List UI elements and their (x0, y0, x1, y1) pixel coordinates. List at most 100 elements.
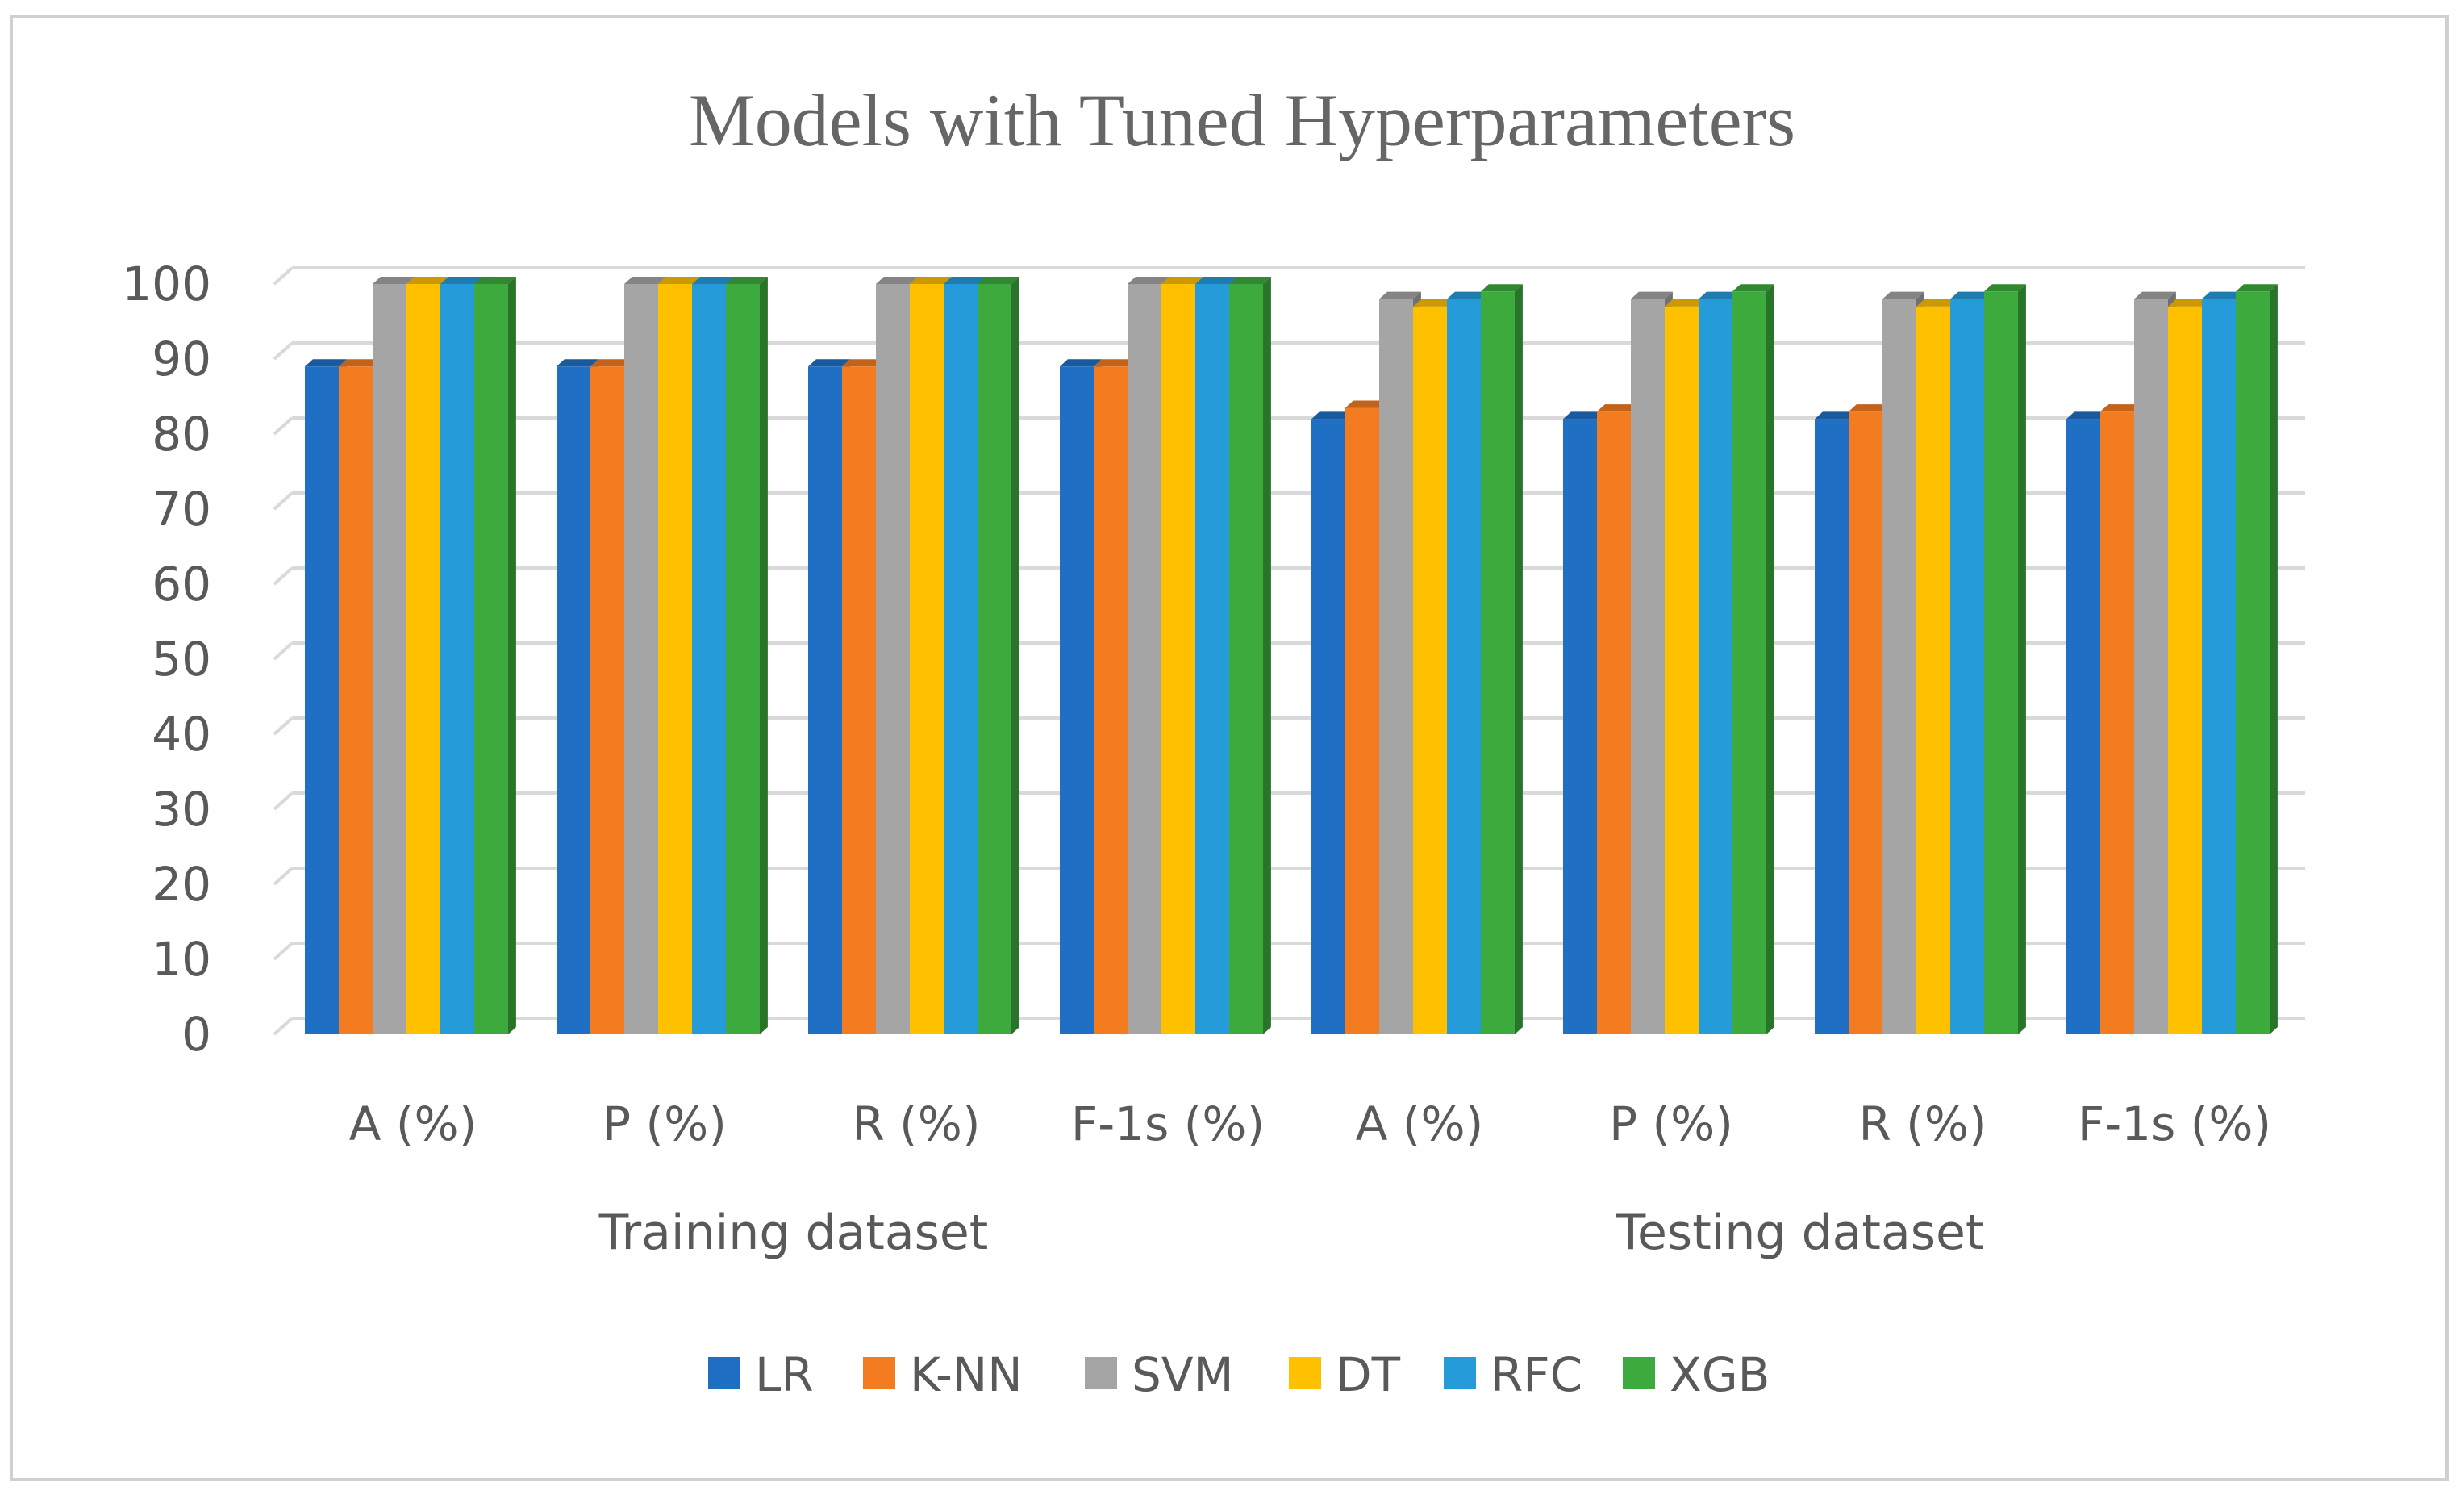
bar-front (1481, 291, 1515, 1034)
bar-front (474, 284, 508, 1034)
bar-front (373, 284, 406, 1034)
bar-front (1815, 419, 1849, 1034)
bar-front (658, 284, 692, 1034)
x-group-label: Training dataset (598, 1205, 989, 1261)
y-tick-label: 30 (152, 782, 211, 837)
bar-top (1882, 291, 1924, 299)
bar-front (590, 366, 624, 1034)
bar-front (440, 284, 474, 1034)
gridline-depth (273, 716, 294, 736)
bar-front (305, 366, 339, 1034)
bar-top (373, 277, 415, 284)
legend-item: SVM (1085, 1347, 1234, 1402)
bar-front (1311, 419, 1345, 1034)
gridline-depth (273, 416, 294, 436)
bar-top (2168, 299, 2210, 307)
bar-front (1094, 366, 1128, 1034)
bar-top (1563, 411, 1605, 420)
x-tick-label: A (%) (349, 1096, 477, 1151)
y-tick-label: 60 (152, 557, 211, 612)
bar-side (760, 277, 768, 1034)
bar-top (2066, 411, 2108, 420)
bar-top (1060, 359, 1102, 367)
legend-label: SVM (1132, 1347, 1234, 1402)
legend-label: K-NN (910, 1347, 1023, 1402)
bar-top (1195, 277, 1237, 284)
x-axis: A (%) P (%) R (%) F-1s (%) A (%) P (%) R (%) F-… (349, 1096, 2271, 1261)
bar-front (692, 284, 726, 1034)
bar-front (842, 366, 876, 1034)
bar-top (1631, 291, 1673, 299)
gridline-depth (273, 341, 294, 361)
bar-top (808, 359, 850, 367)
y-tick-label: 40 (152, 707, 211, 762)
x-group-label: Testing dataset (1616, 1205, 1985, 1261)
bar (978, 277, 1019, 1034)
gridline-depth (273, 791, 294, 811)
bar (2236, 284, 2278, 1034)
bar-front (2236, 291, 2270, 1034)
y-tick-label: 50 (152, 632, 211, 687)
gridline-depth (273, 491, 294, 511)
legend-label: DT (1336, 1347, 1401, 1402)
x-tick-label: R (%) (1858, 1096, 1987, 1151)
bar (474, 277, 516, 1034)
x-tick-label: R (%) (852, 1096, 980, 1151)
legend-item: K-NN (863, 1347, 1023, 1402)
bar-top (2236, 284, 2278, 292)
bar-front (1597, 411, 1631, 1035)
bar-front (1379, 299, 1413, 1035)
bar-side (1766, 284, 1774, 1034)
bar-front (2202, 299, 2236, 1035)
bar-front (726, 284, 760, 1034)
bar-top (1447, 291, 1489, 299)
bar-front (1128, 284, 1161, 1034)
legend-swatch (863, 1357, 895, 1389)
x-tick-label: P (%) (1609, 1096, 1733, 1151)
bar-top (2134, 291, 2176, 299)
bar-front (876, 284, 910, 1034)
bar-top (1916, 299, 1958, 307)
bar-front (1345, 407, 1379, 1034)
bar-top (1229, 277, 1271, 284)
legend-item: RFC (1444, 1347, 1582, 1402)
y-tick-label: 100 (122, 257, 211, 311)
bar-front (339, 366, 373, 1034)
x-tick-label: F-1s (%) (2078, 1096, 2271, 1151)
x-tick-label: A (%) (1356, 1096, 1483, 1151)
legend-label: XGB (1670, 1347, 1770, 1402)
bar-top (1379, 291, 1421, 299)
bar-front (624, 284, 658, 1034)
y-tick-label: 80 (152, 407, 211, 461)
y-axis: 0 10 20 30 40 50 60 70 80 90 100 (122, 257, 211, 1062)
bar-front (2168, 306, 2202, 1034)
gridline-depth (273, 266, 294, 286)
bar-top (658, 277, 700, 284)
bar-top (1665, 299, 1707, 307)
bar-front (1665, 306, 1699, 1034)
bar-front (1984, 291, 2018, 1034)
bar-top (590, 359, 632, 367)
legend-label: LR (755, 1347, 814, 1402)
bar-top (692, 277, 734, 284)
legend: LR K-NN SVM DT RFC XGB (708, 1347, 1770, 1402)
bar-front (1631, 299, 1665, 1035)
bar-front (1229, 284, 1263, 1034)
y-tick-label: 90 (152, 332, 211, 386)
bar-top (1161, 277, 1203, 284)
bar-front (2066, 419, 2100, 1034)
gridline-depth (273, 641, 294, 661)
bar-top (1732, 284, 1774, 292)
gridline-depth (273, 1017, 294, 1036)
chart-title: Models with Tuned Hyperparameters (689, 79, 1795, 161)
legend-swatch (708, 1357, 740, 1389)
gridline-depth (273, 867, 294, 886)
bar (1229, 277, 1271, 1034)
bar-top (339, 359, 381, 367)
bar-front (1699, 299, 1732, 1035)
bar-front (1563, 419, 1597, 1034)
legend-swatch (1085, 1357, 1117, 1389)
bar-top (910, 277, 952, 284)
legend-item: DT (1289, 1347, 1401, 1402)
bars (305, 277, 2278, 1035)
